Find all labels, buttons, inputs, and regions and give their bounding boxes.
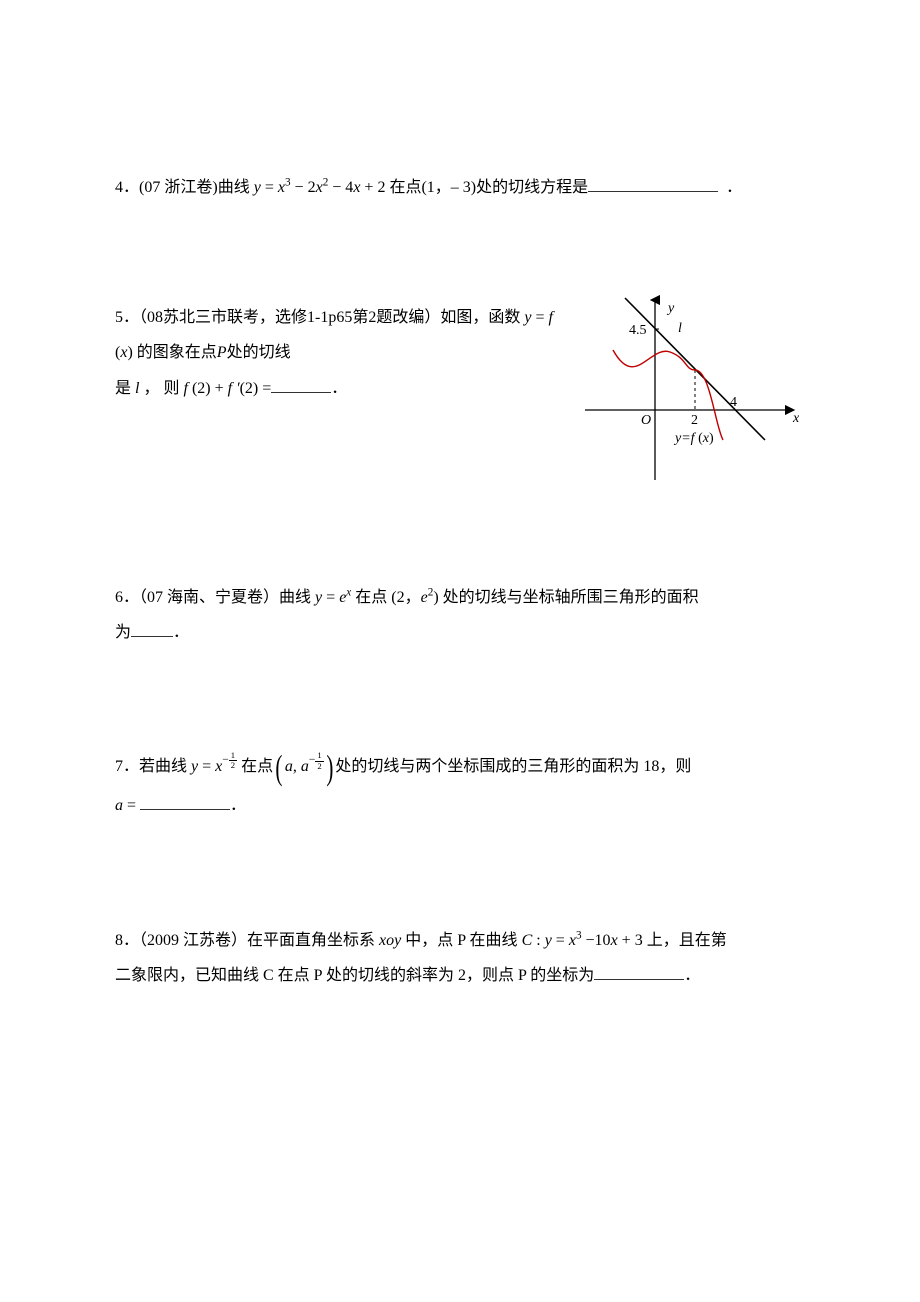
problem-5-source: （08苏北三市联考，选修1-1p65第2题改编） <box>139 309 440 326</box>
tangent-label: l <box>678 321 682 336</box>
x-tick-2: 2 <box>691 413 698 428</box>
problem-6-expr: y = ex <box>315 589 351 606</box>
problem-5-line1-post: 的图象在点 <box>133 344 217 361</box>
problem-8-xoy: xoy <box>379 932 401 949</box>
problem-8-source: （2009 江苏卷） <box>139 932 247 949</box>
x-axis-label: x <box>792 411 800 426</box>
problem-6-blank <box>131 620 173 637</box>
problem-8-mid2: 上，且在第 <box>643 932 727 949</box>
problem-6-number: 6． <box>115 589 139 606</box>
problem-5-line2-mid: ， 则 <box>139 380 183 397</box>
problem-8-tail: ． <box>684 967 700 984</box>
problem-4-expr: y = x3 − 2x2 − 4x + 2 <box>254 179 386 196</box>
curve-fx <box>613 350 723 440</box>
problem-5-text: 5．（08苏北三市联考，选修1-1p65第2题改编）如图，函数 y = f (x… <box>115 300 555 406</box>
problem-4: 4．(07 浙江卷)曲线 y = x3 − 2x2 − 4x + 2 在点(1，… <box>115 170 805 205</box>
problem-7-tail: ． <box>230 797 246 814</box>
problem-5-line2-pre: 是 <box>115 380 135 397</box>
problem-5-P: P <box>217 344 227 361</box>
problem-7-mid2: 处的切线与两个坐标围成的三角形的面积为 18，则 <box>335 758 691 775</box>
problem-6-mid1: 在点 <box>351 589 391 606</box>
problem-8-pre: 在平面直角坐标系 <box>247 932 379 949</box>
problem-6-mid2: 处的切线与坐标轴所围三角形的面积 <box>439 589 699 606</box>
problem-4-pre: 曲线 <box>218 179 254 196</box>
y-intercept-label: 4.5 <box>629 323 647 338</box>
problem-8-mid1: 中，点 P 在曲线 <box>401 932 521 949</box>
problem-4-tail: ． <box>726 179 742 196</box>
problem-6-pre: 曲线 <box>279 589 315 606</box>
problem-8-line2a: 二象限内，已知曲线 C 在点 P 处的切线的斜率为 2，则点 P 的坐标为 <box>115 967 594 984</box>
problem-5-blank <box>271 376 331 393</box>
page: 4．(07 浙江卷)曲线 y = x3 − 2x2 − 4x + 2 在点(1，… <box>0 0 920 1302</box>
problem-8-number: 8． <box>115 932 139 949</box>
problem-7-a: a <box>115 797 123 814</box>
problem-8: 8．（2009 江苏卷）在平面直角坐标系 xoy 中，点 P 在曲线 C : y… <box>115 923 805 993</box>
problem-5: 5．（08苏北三市联考，选修1-1p65第2题改编）如图，函数 y = f (x… <box>115 300 805 490</box>
problem-6: 6．（07 海南、宁夏卷）曲线 y = ex 在点 (2，e2) 处的切线与坐标… <box>115 580 805 650</box>
problem-5-figure: y x O 4.5 2 4 l y=f (x) <box>575 290 805 490</box>
problem-7: 7．若曲线 y = x−12 在点(a, a−12)处的切线与两个坐标围成的三角… <box>115 746 805 824</box>
problem-6-line2: 为 <box>115 624 131 641</box>
problem-7-mid1: 在点 <box>237 758 273 775</box>
x-tick-4: 4 <box>730 395 737 410</box>
problem-7-pre: 若曲线 <box>139 758 191 775</box>
problem-7-number: 7． <box>115 758 139 775</box>
problem-6-tail: ． <box>173 624 189 641</box>
problem-5-number: 5． <box>115 309 139 326</box>
problem-4-mid: 在点(1，– 3)处的切线方程是 <box>385 179 588 196</box>
problem-7-exp1: −12 <box>222 751 237 770</box>
problem-4-number: 4． <box>115 179 139 196</box>
problem-5-line1-tail: 处的切线 <box>227 344 291 361</box>
origin-label: O <box>641 413 651 428</box>
problem-5-svg: y x O 4.5 2 4 l y=f (x) <box>575 290 805 490</box>
problem-7-point: (a, a−12) <box>273 746 335 788</box>
curve-label: y=f (x) <box>673 431 714 446</box>
problem-6-source: （07 海南、宁夏卷） <box>139 589 279 606</box>
problem-7-eq: = <box>123 797 140 814</box>
problem-7-blank <box>140 793 230 810</box>
problem-4-source: (07 浙江卷) <box>139 179 218 196</box>
problem-8-colon: : <box>532 932 544 949</box>
problem-8-blank <box>594 963 684 980</box>
problem-5-line1-pre: 如图，函数 <box>440 309 524 326</box>
problem-5-line2-expr: f (2) + f ′(2) = <box>183 380 271 397</box>
problem-7-yeq: y = x <box>191 758 222 775</box>
problem-5-line2-tail: ． <box>331 380 347 397</box>
problem-6-point: (2，e2) <box>391 589 438 606</box>
problem-8-C: C <box>522 932 533 949</box>
problem-8-expr: y = x3 −10x + 3 <box>545 932 643 949</box>
problem-4-blank <box>588 175 718 192</box>
y-axis-label: y <box>666 301 675 316</box>
